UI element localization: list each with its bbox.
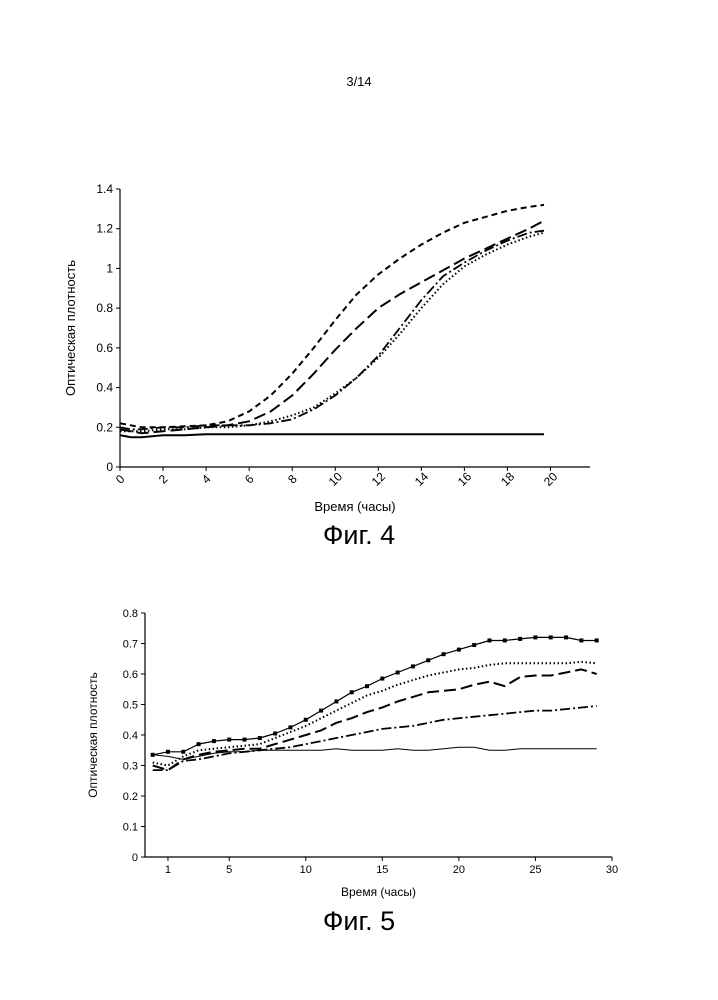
y-tick-label: 0.4 bbox=[123, 730, 138, 742]
y-tick-label: 0 bbox=[132, 852, 138, 864]
data-point-marker bbox=[548, 635, 553, 640]
x-tick-label: 30 bbox=[606, 864, 618, 876]
data-point-marker bbox=[441, 652, 446, 657]
y-tick-label: 0.5 bbox=[123, 700, 138, 712]
data-point-marker bbox=[395, 670, 400, 675]
data-point-marker bbox=[579, 638, 584, 643]
data-point-marker bbox=[472, 643, 477, 648]
data-point-marker bbox=[410, 664, 415, 669]
data-point-marker bbox=[426, 658, 431, 663]
data-point-marker bbox=[211, 739, 216, 744]
data-point-marker bbox=[257, 736, 262, 741]
x-tick-label: 5 bbox=[226, 864, 232, 876]
y-tick-label: 1 bbox=[106, 261, 113, 275]
data-point-marker bbox=[533, 635, 538, 640]
x-axis-title: Время (часы) bbox=[341, 885, 416, 899]
page-number: 3/14 bbox=[346, 74, 372, 89]
y-tick-label: 0.7 bbox=[123, 639, 138, 651]
series-line-solid-square-markers bbox=[152, 636, 597, 756]
data-point-marker bbox=[334, 699, 339, 704]
x-axis-title: Время (часы) bbox=[314, 499, 395, 514]
figure-4-chart: 00.20.40.60.811.21.40 2 4 6 8 10 12 14 16 18 20Вре… bbox=[63, 182, 590, 514]
data-point-marker bbox=[365, 684, 370, 689]
y-axis-title: Оптическая плотность bbox=[86, 672, 100, 798]
y-tick-label: 0.3 bbox=[123, 761, 138, 773]
y-tick-label: 0.2 bbox=[123, 791, 138, 803]
series-line-dash-dot bbox=[119, 229, 545, 431]
data-point-marker bbox=[380, 676, 385, 681]
data-point-marker bbox=[319, 708, 324, 713]
y-tick-label: 0.6 bbox=[96, 341, 113, 355]
x-tick-label: 15 bbox=[376, 864, 388, 876]
series-line-long-dash bbox=[119, 219, 545, 435]
data-point-marker bbox=[456, 647, 461, 652]
data-point-marker bbox=[288, 725, 293, 730]
series-line-dotted bbox=[152, 660, 597, 767]
data-point-marker bbox=[150, 752, 155, 757]
series-line-solid bbox=[119, 433, 544, 439]
data-point-marker bbox=[518, 636, 523, 641]
series-line-dash-dot bbox=[152, 705, 597, 771]
x-tick-label: 10 bbox=[300, 864, 312, 876]
y-tick-label: 0.1 bbox=[123, 822, 138, 834]
y-tick-label: 0.8 bbox=[123, 608, 138, 620]
x-tick-label: 25 bbox=[529, 864, 541, 876]
y-tick-label: 1.4 bbox=[96, 182, 113, 196]
data-point-marker bbox=[165, 749, 170, 754]
data-point-marker bbox=[273, 731, 278, 736]
figure-4-caption: Фиг. 4 bbox=[322, 520, 396, 550]
y-tick-label: 1.2 bbox=[96, 222, 113, 236]
data-point-marker bbox=[349, 690, 354, 695]
series-line-long-dash bbox=[152, 668, 597, 772]
series-line-dot bbox=[120, 231, 545, 433]
data-point-marker bbox=[487, 638, 492, 643]
figure-5-chart: 00.10.20.30.40.50.60.70.81 5 10 15 20 25 30Вре… bbox=[86, 608, 618, 899]
data-point-marker bbox=[181, 749, 186, 754]
data-point-marker bbox=[564, 635, 569, 640]
y-tick-label: 0.8 bbox=[96, 301, 113, 315]
x-tick-label: 1 bbox=[165, 864, 171, 876]
data-point-marker bbox=[196, 742, 201, 747]
x-tick-label: 20 bbox=[453, 864, 465, 876]
y-tick-label: 0.4 bbox=[96, 381, 113, 395]
y-tick-label: 0.2 bbox=[96, 420, 113, 434]
y-tick-label: 0.6 bbox=[123, 669, 138, 681]
data-point-marker bbox=[502, 638, 507, 643]
figure-5-caption: Фиг. 5 bbox=[322, 906, 396, 936]
data-point-marker bbox=[594, 638, 599, 643]
y-axis-title: Оптическая плотность bbox=[63, 260, 78, 396]
series-line-thin-solid bbox=[152, 746, 597, 760]
data-point-marker bbox=[303, 717, 308, 722]
data-point-marker bbox=[227, 737, 232, 742]
y-tick-label: 0 bbox=[106, 460, 113, 474]
data-point-marker bbox=[242, 737, 247, 742]
